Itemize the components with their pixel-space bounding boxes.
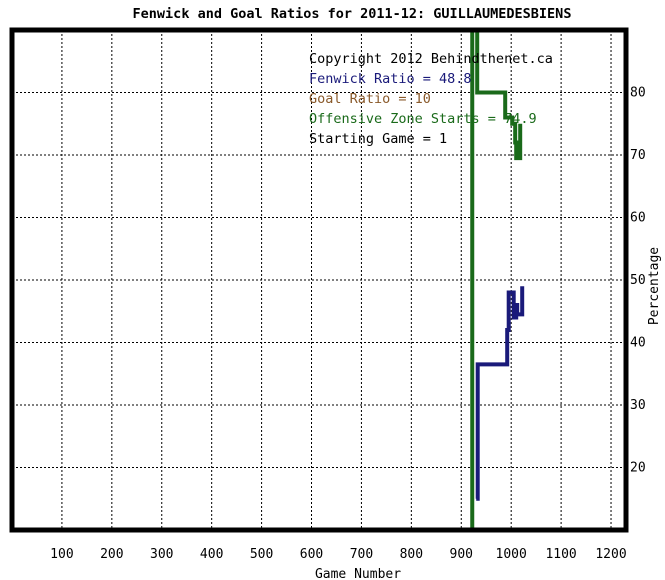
x-tick-label: 1100	[545, 547, 576, 562]
x-tick-label: 100	[50, 547, 73, 562]
y-tick-label: 80	[630, 86, 646, 101]
series-layer	[470, 30, 525, 530]
annotation-layer: Copyright 2012 Behindthenet.ca Fenwick Ra…	[309, 51, 553, 147]
y-tick-label: 20	[630, 461, 646, 476]
x-tick-label: 700	[350, 547, 373, 562]
x-axis-label: Game Number	[315, 567, 401, 580]
annotation-text: Fenwick Ratio = 48.8	[309, 71, 472, 87]
x-tick-label: 300	[150, 547, 173, 562]
x-tick-label: 800	[400, 547, 423, 562]
x-tick-label: 600	[300, 547, 323, 562]
y-tick-label: 70	[630, 148, 646, 163]
axis-layer: 100 200 300 400 500 600 700 800 900 1000 1100 1200 2…	[9, 27, 646, 562]
x-tick-label: 500	[250, 547, 273, 562]
annotation-text: Copyright 2012 Behindthenet.ca	[309, 51, 553, 67]
y-tick-label: 40	[630, 336, 646, 351]
plot-frame	[9, 27, 629, 533]
y-tick-label: 30	[630, 398, 646, 413]
x-tick-label: 900	[450, 547, 473, 562]
annotation-text: Goal Ratio = 10	[309, 91, 431, 107]
y-axis-label: Percentage	[647, 247, 662, 325]
series-line-1	[475, 286, 525, 501]
grid-layer	[12, 30, 626, 530]
x-tick-label: 400	[200, 547, 223, 562]
y-tick-label: 60	[630, 211, 646, 226]
chart-title: Fenwick and Goal Ratios for 2011-12: GUI…	[133, 6, 572, 22]
y-tick-label: 50	[630, 273, 646, 288]
annotation-text: Starting Game = 1	[309, 131, 447, 147]
series-line-2	[475, 30, 523, 161]
x-tick-label: 200	[100, 547, 123, 562]
annotation-text: Offensive Zone Starts = 74.9	[309, 111, 537, 127]
x-tick-label: 1000	[496, 547, 527, 562]
x-tick-label: 1200	[595, 547, 626, 562]
